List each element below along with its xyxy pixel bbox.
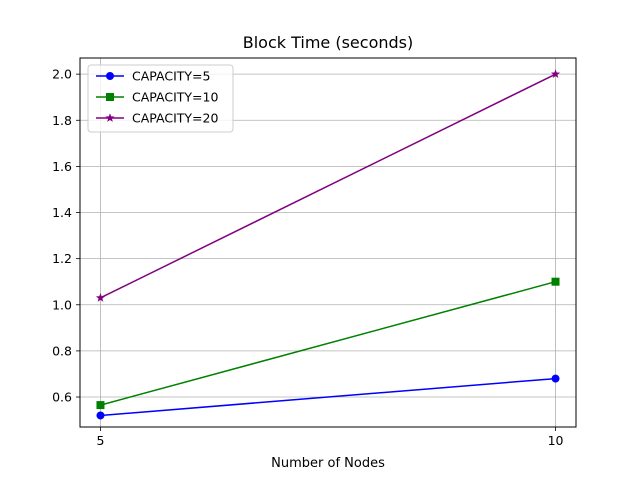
legend-label: CAPACITY=5	[132, 69, 210, 84]
y-tick-label: 0.6	[52, 390, 72, 405]
data-point-series-1	[551, 374, 560, 383]
y-tick-label: 1.2	[52, 251, 72, 266]
data-point-series-2	[96, 401, 105, 410]
series-group	[95, 69, 561, 420]
legend: CAPACITY=5 CAPACITY=10 CAPACITY=20	[87, 64, 234, 133]
series-line-2	[100, 280, 556, 406]
x-axis-label: Number of Nodes	[271, 456, 385, 471]
y-tick-label: 1.4	[52, 205, 72, 220]
chart-title: Block Time (seconds)	[243, 33, 413, 52]
y-tick-label: 2.0	[52, 67, 72, 82]
y-axis: 0.6 0.8 1.0 1.2 1.4 1.6 1.8 2.0	[52, 67, 80, 405]
data-point-series-3	[95, 293, 106, 302]
plot-frame	[79, 57, 577, 428]
data-point-series-3	[550, 69, 561, 79]
data-point-series-2	[551, 277, 560, 286]
series-line-1	[100, 377, 556, 417]
series-line-3	[100, 73, 556, 299]
y-tick-label: 1.8	[52, 113, 72, 128]
x-axis: 5 10	[97, 427, 564, 448]
x-tick-label: 5	[97, 433, 105, 448]
legend-box	[87, 64, 234, 133]
legend-marker-2	[106, 93, 114, 101]
legend-marker-3	[105, 113, 115, 122]
data-point-series-1	[96, 411, 105, 420]
y-tick-label: 1.6	[52, 159, 72, 174]
y-tick-label: 1.0	[52, 297, 72, 312]
x-tick-label: 10	[548, 433, 564, 448]
y-tick-label: 0.8	[52, 343, 72, 358]
legend-label: CAPACITY=20	[132, 111, 218, 126]
legend-marker-1	[106, 72, 114, 80]
legend-label: CAPACITY=10	[132, 90, 218, 105]
